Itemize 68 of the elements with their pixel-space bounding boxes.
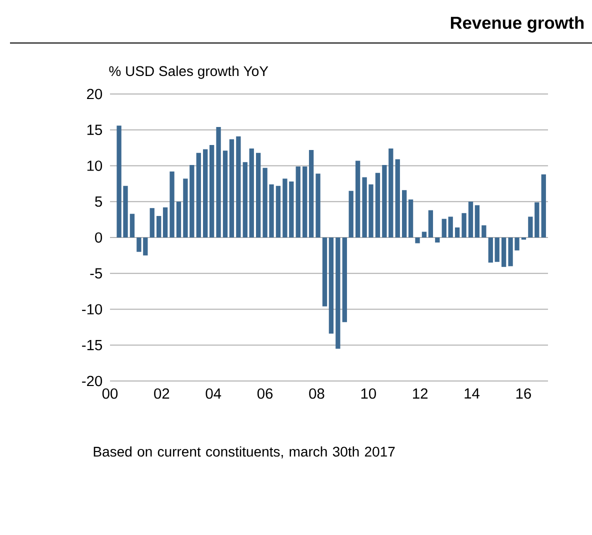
bar xyxy=(236,136,241,238)
bar xyxy=(176,202,182,238)
y-tick-label: 10 xyxy=(87,160,102,171)
bar xyxy=(156,216,162,238)
x-tick-label: 04 xyxy=(206,388,222,399)
bar xyxy=(150,208,154,238)
bar xyxy=(328,237,334,334)
bar xyxy=(482,225,486,238)
bar xyxy=(170,171,174,238)
bar xyxy=(442,218,446,238)
bar xyxy=(375,172,380,238)
bar xyxy=(428,210,434,238)
x-tick-label: 08 xyxy=(309,388,324,399)
y-tick-label: -5 xyxy=(90,268,102,278)
bar xyxy=(468,202,474,238)
bar xyxy=(203,149,208,238)
bar xyxy=(488,237,493,263)
chart-title: Revenue growth xyxy=(450,16,584,32)
bar xyxy=(494,237,500,262)
bar xyxy=(216,127,221,238)
bar xyxy=(342,237,347,322)
y-tick-label: 15 xyxy=(87,124,102,135)
bar xyxy=(395,159,400,238)
bar xyxy=(249,148,254,238)
bar xyxy=(162,207,168,238)
bar xyxy=(521,237,526,240)
bar xyxy=(454,227,460,238)
y-tick-label: -15 xyxy=(82,340,102,350)
bar xyxy=(229,139,234,238)
bar xyxy=(209,144,214,238)
bar xyxy=(336,237,340,349)
bar xyxy=(448,216,453,238)
bar xyxy=(308,150,314,238)
bar xyxy=(348,190,354,238)
bar xyxy=(541,174,546,238)
bar xyxy=(256,152,261,238)
bar xyxy=(462,213,466,238)
y-tick-label: 5 xyxy=(95,196,102,207)
bar xyxy=(402,190,407,238)
text: Based on current constituents, march 30th 2017 xyxy=(94,446,395,458)
y-axis-title: % USD Sales growth YoY xyxy=(109,66,268,79)
bar xyxy=(408,199,414,238)
y-tick-label: -10 xyxy=(82,304,102,314)
bar xyxy=(276,186,281,238)
x-tick-label: 02 xyxy=(154,388,170,399)
bar xyxy=(302,166,308,238)
bar xyxy=(316,174,320,238)
bar xyxy=(222,150,228,238)
x-tick-label: 06 xyxy=(257,388,273,399)
bar xyxy=(474,205,480,238)
y-tick-label: 20 xyxy=(87,88,102,100)
bar xyxy=(415,237,420,244)
bar xyxy=(422,232,427,238)
x-tick-label: 12 xyxy=(413,388,428,399)
bar xyxy=(355,160,360,238)
bar xyxy=(196,152,201,238)
bar xyxy=(242,162,248,238)
y-tick-label: -20 xyxy=(82,376,102,386)
y-tick-label: 0 xyxy=(95,232,102,243)
bar xyxy=(296,166,300,238)
bar xyxy=(130,214,135,238)
x-tick-label: 16 xyxy=(516,388,531,399)
bar xyxy=(322,237,328,306)
bar xyxy=(435,237,440,243)
x-tick-label: 00 xyxy=(102,388,118,399)
bar xyxy=(501,237,506,267)
x-tick-label: 14 xyxy=(464,388,480,398)
x-tick-label: 10 xyxy=(361,388,376,399)
